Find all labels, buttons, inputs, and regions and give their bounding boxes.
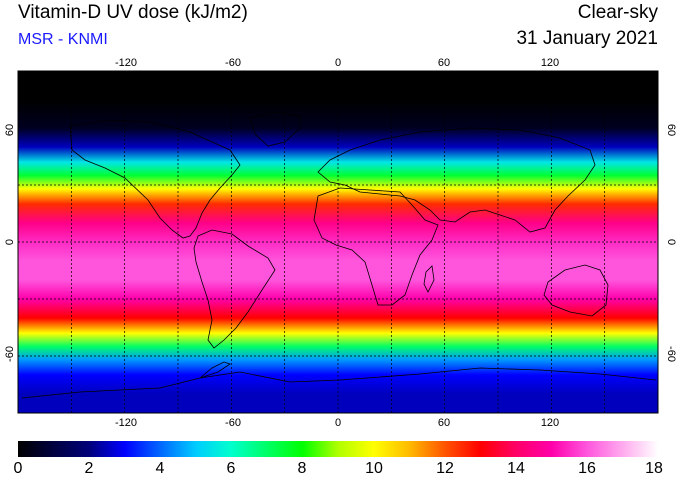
colorbar-label-16: 16 xyxy=(578,460,596,477)
colorbar xyxy=(18,441,658,457)
coastline-madagascar xyxy=(423,265,435,293)
uv-dose-map: -120 -60 0 60 120 -120 -60 0 60 120 60 0… xyxy=(4,57,677,429)
sky-condition-label: Clear-sky xyxy=(577,2,658,23)
map-frame xyxy=(17,70,659,414)
coastlines xyxy=(21,111,657,399)
colorbar-label-6: 6 xyxy=(226,460,236,477)
colorbar-label-2: 2 xyxy=(84,460,94,477)
colorbar-label-14: 14 xyxy=(507,460,525,477)
colorbar-label-0: 0 xyxy=(13,460,23,477)
lon-tick-top-1: -120 xyxy=(115,57,137,69)
colorbar-label-12: 12 xyxy=(436,460,454,477)
lon-tick-top-4: 60 xyxy=(438,57,450,69)
lon-tick-bottom-4: 60 xyxy=(438,417,450,429)
coastline-antarctic-peninsula xyxy=(199,361,231,379)
coastline-antarctica xyxy=(21,367,657,399)
graticule xyxy=(18,71,658,413)
lon-tick-bottom-5: 120 xyxy=(541,417,559,429)
map-title: Vitamin-D UV dose (kJ/m2) xyxy=(18,2,248,23)
lat-tick-right-1: 60 xyxy=(665,124,677,136)
coastline-australia xyxy=(543,264,609,317)
coastline-europe-asia xyxy=(317,127,596,233)
coastline-south-america xyxy=(193,229,276,349)
lat-tick-left-1: 60 xyxy=(4,124,16,136)
date-label: 31 January 2021 xyxy=(516,28,658,49)
colorbar-label-4: 4 xyxy=(155,460,165,477)
colorbar-label-10: 10 xyxy=(365,460,383,477)
lon-tick-top-2: -60 xyxy=(225,57,241,69)
lat-tick-right-2: 0 xyxy=(665,239,677,245)
lat-tick-left-2: 0 xyxy=(4,239,16,245)
lon-tick-bottom-1: -120 xyxy=(115,417,137,429)
lon-tick-top-5: 120 xyxy=(541,57,559,69)
coastline-africa xyxy=(313,187,439,306)
lat-tick-left-3: -60 xyxy=(4,346,16,362)
coastline-north-america xyxy=(69,119,241,239)
colorbar-label-8: 8 xyxy=(297,460,307,477)
coastline-greenland xyxy=(249,111,301,147)
lon-tick-bottom-2: -60 xyxy=(225,417,241,429)
lon-tick-bottom-3: 0 xyxy=(335,417,341,429)
source-label: MSR - KNMI xyxy=(18,31,108,48)
lon-tick-top-3: 0 xyxy=(335,57,341,69)
colorbar-label-18: 18 xyxy=(645,460,663,477)
lat-tick-right-3: -60 xyxy=(665,346,677,362)
